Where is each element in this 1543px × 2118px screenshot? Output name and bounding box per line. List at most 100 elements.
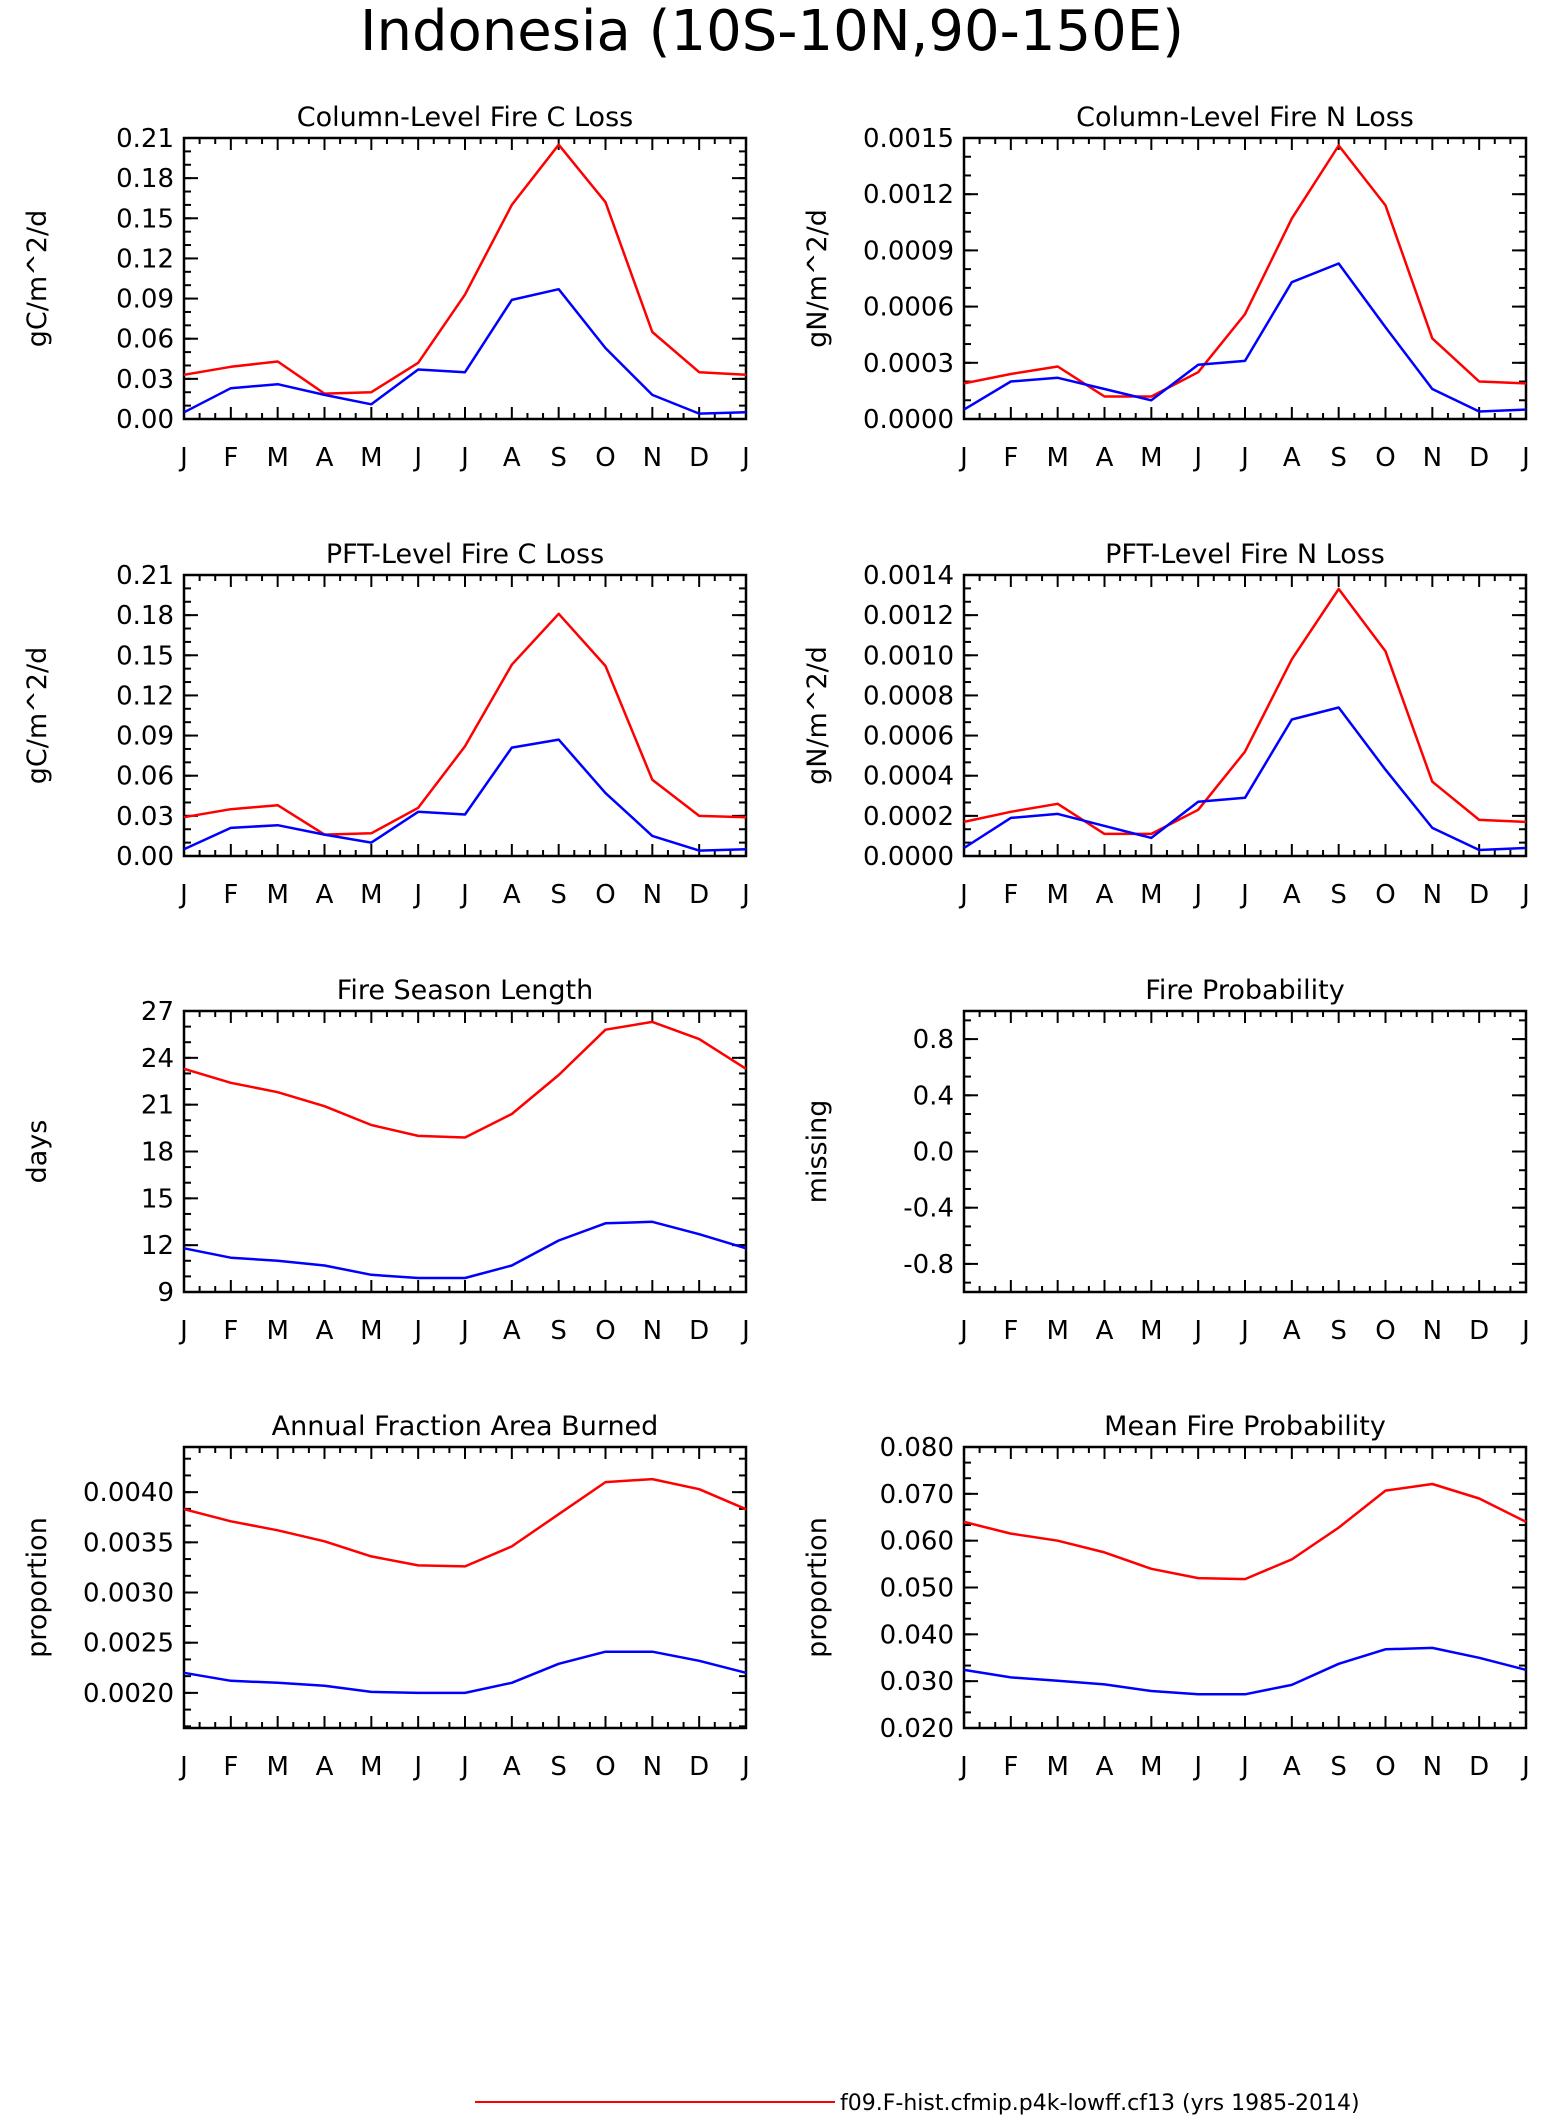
y-tick-label: 9	[157, 1278, 174, 1308]
plot-frame	[182, 1445, 748, 1730]
plot-frame	[962, 136, 1528, 421]
x-tick-label: S	[550, 1316, 567, 1346]
x-tick-label: O	[595, 1316, 615, 1346]
x-tick-label: D	[689, 1316, 709, 1346]
panel-title: Mean Fire Probability	[1104, 1411, 1386, 1442]
y-tick-label: 0.0035	[83, 1528, 174, 1558]
x-tick-label: O	[1375, 880, 1395, 910]
y-tick-label: 0.0015	[863, 124, 954, 154]
y-tick-label: 0.4	[913, 1081, 954, 1111]
y-tick-label: 0.0040	[83, 1478, 174, 1508]
y-tick-label: 0.03	[116, 802, 174, 832]
x-tick-label: J	[1520, 1316, 1530, 1346]
x-tick-label: J	[459, 880, 469, 910]
x-tick-label: D	[689, 1752, 709, 1782]
y-axis-label: proportion	[802, 1517, 833, 1658]
x-tick-label: J	[412, 443, 422, 473]
y-tick-label: 0.15	[116, 641, 174, 671]
y-axis-label: gN/m^2/d	[802, 209, 833, 348]
x-tick-label: J	[178, 443, 188, 473]
x-tick-label: N	[1423, 443, 1442, 473]
x-tick-label: D	[1469, 1316, 1489, 1346]
x-tick-label: J	[1520, 880, 1530, 910]
y-tick-label: 0.18	[116, 601, 174, 631]
x-tick-label: J	[1192, 1316, 1202, 1346]
x-tick-label: M	[266, 1316, 288, 1346]
series-line-1	[183, 1477, 747, 1568]
panel-title: Column-Level Fire C Loss	[297, 102, 633, 133]
y-tick-label: 0.050	[880, 1574, 954, 1604]
x-tick-label: J	[412, 1316, 422, 1346]
x-tick-label: A	[1283, 443, 1301, 473]
x-tick-label: F	[223, 1752, 238, 1782]
y-tick-label: 12	[141, 1231, 174, 1261]
y-tick-label: 0.21	[116, 561, 174, 591]
y-tick-label: 0.03	[116, 365, 174, 395]
y-tick-label: 0.12	[116, 244, 174, 274]
y-tick-label: 0.0009	[863, 236, 954, 266]
x-tick-label: D	[1469, 443, 1489, 473]
panel-title: PFT-Level Fire C Loss	[326, 539, 604, 570]
series-line-2	[183, 1220, 747, 1280]
x-tick-label: J	[178, 1752, 188, 1782]
x-tick-label: A	[503, 880, 521, 910]
series-line-1	[963, 1482, 1527, 1581]
y-tick-label: 0.0006	[863, 722, 954, 752]
x-tick-label: N	[1423, 1316, 1442, 1346]
y-tick-label: 0.0020	[83, 1679, 174, 1709]
x-tick-label: M	[1140, 1752, 1162, 1782]
x-tick-label: N	[1423, 1752, 1442, 1782]
panel-title: Annual Fraction Area Burned	[272, 1411, 659, 1442]
y-tick-label: 18	[141, 1138, 174, 1168]
y-tick-label: 0.21	[116, 124, 174, 154]
x-tick-label: M	[1140, 1316, 1162, 1346]
x-tick-label: J	[740, 1316, 750, 1346]
y-tick-label: 0.0000	[863, 842, 954, 872]
y-tick-label: 0.12	[116, 681, 174, 711]
x-tick-label: O	[595, 1752, 615, 1782]
y-tick-label: 0.0025	[83, 1629, 174, 1659]
y-tick-label: 15	[141, 1184, 174, 1214]
y-tick-label: 0.020	[880, 1714, 954, 1744]
y-tick-label: 0.06	[116, 325, 174, 355]
y-tick-label: 0.0004	[863, 762, 954, 792]
panel-title: Fire Season Length	[337, 975, 593, 1006]
x-tick-label: S	[1330, 443, 1347, 473]
x-tick-label: A	[316, 1316, 334, 1346]
x-tick-label: S	[1330, 880, 1347, 910]
series-line-2	[963, 1646, 1527, 1696]
y-axis-label: proportion	[22, 1517, 53, 1658]
x-tick-label: A	[1096, 443, 1114, 473]
y-axis-label: gC/m^2/d	[22, 210, 53, 347]
y-tick-label: 0.0010	[863, 641, 954, 671]
x-tick-label: F	[1003, 1752, 1018, 1782]
y-tick-label: 0.070	[880, 1480, 954, 1510]
series-line-2	[963, 706, 1527, 852]
x-tick-label: A	[1096, 1752, 1114, 1782]
x-tick-label: M	[266, 443, 288, 473]
x-tick-label: D	[689, 443, 709, 473]
y-axis-label: gC/m^2/d	[22, 647, 53, 784]
y-tick-label: 0.0	[913, 1138, 954, 1168]
y-tick-label: 0.00	[116, 405, 174, 435]
x-tick-label: A	[503, 1752, 521, 1782]
series-line-2	[183, 738, 747, 852]
x-tick-label: M	[1046, 1316, 1068, 1346]
plot-frame	[182, 1009, 748, 1294]
x-tick-label: S	[1330, 1316, 1347, 1346]
x-tick-label: S	[1330, 1752, 1347, 1782]
x-tick-label: J	[740, 443, 750, 473]
y-tick-label: 0.0014	[863, 561, 954, 591]
legend-label: f09.F-hist.cfmip.p4k-lowff.cf13 (yrs 198…	[840, 2091, 1360, 2116]
x-tick-label: A	[1283, 1752, 1301, 1782]
figure-title: Indonesia (10S-10N,90-150E)	[360, 0, 1184, 64]
y-tick-label: 0.09	[116, 285, 174, 315]
x-tick-label: J	[1192, 880, 1202, 910]
x-tick-label: O	[1375, 1752, 1395, 1782]
